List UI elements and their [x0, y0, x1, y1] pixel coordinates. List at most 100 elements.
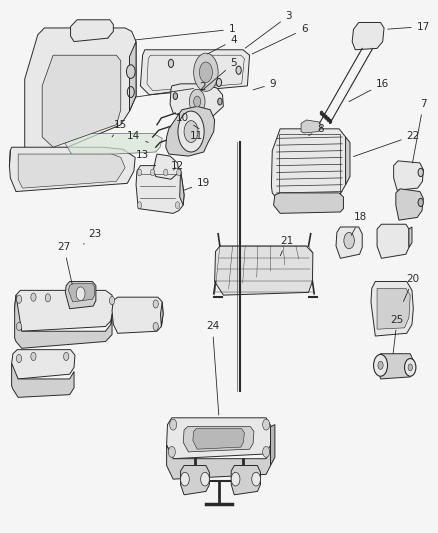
- Text: 6: 6: [252, 25, 307, 54]
- Polygon shape: [65, 134, 162, 156]
- Polygon shape: [166, 107, 215, 156]
- Text: 24: 24: [206, 321, 219, 415]
- Text: 12: 12: [170, 160, 184, 171]
- Circle shape: [76, 287, 85, 301]
- Polygon shape: [346, 137, 350, 185]
- Circle shape: [201, 472, 209, 486]
- Polygon shape: [10, 147, 135, 191]
- Text: 14: 14: [127, 131, 148, 142]
- Polygon shape: [193, 429, 244, 449]
- Polygon shape: [271, 425, 275, 465]
- Circle shape: [168, 447, 175, 457]
- Circle shape: [31, 293, 36, 301]
- Circle shape: [168, 59, 173, 68]
- Circle shape: [138, 169, 142, 176]
- Polygon shape: [18, 154, 125, 188]
- Polygon shape: [377, 354, 413, 379]
- Circle shape: [194, 96, 201, 107]
- Polygon shape: [394, 161, 424, 190]
- Text: 21: 21: [280, 236, 293, 256]
- Circle shape: [16, 354, 21, 362]
- Polygon shape: [136, 166, 184, 213]
- Text: 13: 13: [136, 150, 155, 166]
- Circle shape: [263, 419, 270, 430]
- Text: 23: 23: [84, 229, 101, 244]
- Circle shape: [236, 66, 241, 74]
- Circle shape: [322, 113, 325, 117]
- Circle shape: [175, 202, 180, 208]
- Polygon shape: [272, 129, 346, 202]
- Text: 18: 18: [351, 213, 367, 236]
- Polygon shape: [336, 227, 362, 259]
- Polygon shape: [301, 120, 321, 133]
- Polygon shape: [170, 84, 223, 118]
- Text: 15: 15: [112, 120, 127, 137]
- Polygon shape: [71, 20, 113, 42]
- Polygon shape: [68, 284, 95, 302]
- Polygon shape: [130, 42, 136, 111]
- Text: 11: 11: [190, 131, 203, 144]
- Polygon shape: [14, 290, 113, 331]
- Circle shape: [216, 78, 222, 86]
- Circle shape: [153, 300, 158, 308]
- Polygon shape: [377, 224, 409, 259]
- Circle shape: [405, 359, 416, 376]
- Circle shape: [344, 232, 354, 249]
- Polygon shape: [25, 28, 136, 159]
- Circle shape: [16, 295, 21, 303]
- Circle shape: [173, 93, 177, 100]
- Text: 1: 1: [135, 25, 235, 40]
- Circle shape: [184, 120, 198, 142]
- Polygon shape: [12, 350, 75, 379]
- Circle shape: [408, 364, 413, 371]
- Circle shape: [199, 62, 212, 83]
- Circle shape: [189, 90, 205, 114]
- Polygon shape: [409, 227, 412, 247]
- Circle shape: [178, 111, 204, 152]
- Circle shape: [329, 119, 332, 123]
- Polygon shape: [352, 22, 384, 50]
- Text: 10: 10: [175, 113, 199, 128]
- Polygon shape: [274, 193, 343, 213]
- Polygon shape: [166, 445, 271, 479]
- Polygon shape: [65, 281, 96, 309]
- Circle shape: [45, 294, 50, 302]
- Circle shape: [418, 168, 424, 176]
- Circle shape: [153, 322, 158, 330]
- Circle shape: [180, 472, 189, 486]
- Polygon shape: [377, 288, 410, 329]
- Circle shape: [378, 361, 383, 369]
- Text: 9: 9: [253, 79, 276, 90]
- Text: 16: 16: [349, 79, 389, 102]
- Circle shape: [231, 472, 240, 486]
- Circle shape: [31, 352, 36, 360]
- Polygon shape: [160, 302, 163, 327]
- Polygon shape: [166, 418, 272, 459]
- Polygon shape: [371, 281, 413, 336]
- Polygon shape: [153, 154, 179, 179]
- Text: 8: 8: [309, 124, 324, 135]
- Polygon shape: [12, 364, 74, 398]
- Polygon shape: [180, 169, 184, 205]
- Circle shape: [150, 169, 155, 176]
- Circle shape: [374, 354, 388, 376]
- Text: 2: 2: [135, 82, 206, 97]
- Circle shape: [418, 198, 424, 206]
- Circle shape: [177, 169, 181, 176]
- Text: 7: 7: [413, 99, 427, 163]
- Text: 17: 17: [388, 22, 430, 31]
- Circle shape: [110, 296, 115, 305]
- Polygon shape: [396, 189, 424, 220]
- Polygon shape: [14, 295, 112, 348]
- Circle shape: [170, 419, 177, 430]
- Polygon shape: [42, 55, 121, 147]
- Polygon shape: [215, 246, 313, 295]
- Text: 20: 20: [403, 274, 420, 302]
- Circle shape: [327, 117, 329, 122]
- Circle shape: [325, 115, 327, 119]
- Text: 25: 25: [391, 314, 404, 354]
- Polygon shape: [141, 50, 250, 95]
- Circle shape: [194, 53, 218, 91]
- Circle shape: [263, 447, 270, 457]
- Text: 19: 19: [183, 177, 210, 190]
